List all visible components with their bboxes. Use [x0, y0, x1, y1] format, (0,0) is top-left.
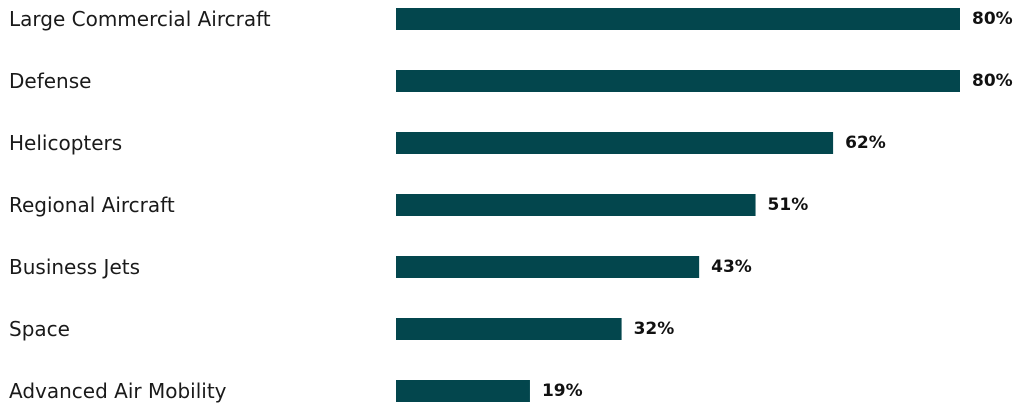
bar	[396, 8, 960, 30]
bar	[396, 318, 622, 340]
value-label: 80%	[972, 71, 1013, 91]
category-label: Business Jets	[9, 255, 140, 279]
value-label: 80%	[972, 9, 1013, 29]
category-label: Advanced Air Mobility	[9, 379, 227, 403]
category-label: Large Commercial Aircraft	[9, 7, 271, 31]
value-label: 32%	[634, 319, 675, 339]
category-label: Defense	[9, 69, 91, 93]
bar	[396, 194, 756, 216]
bar	[396, 380, 530, 402]
bar	[396, 70, 960, 92]
bar	[396, 256, 700, 278]
value-label: 43%	[711, 257, 752, 277]
category-label: Space	[9, 317, 70, 341]
value-label: 19%	[542, 381, 583, 401]
value-label: 51%	[768, 195, 809, 215]
bar	[396, 132, 834, 154]
value-label: 62%	[845, 133, 886, 153]
category-label: Helicopters	[9, 131, 122, 155]
category-label: Regional Aircraft	[9, 193, 175, 217]
